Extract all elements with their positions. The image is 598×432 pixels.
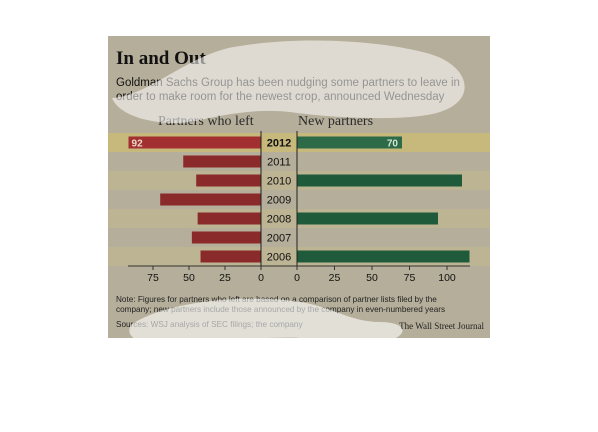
left-bar-2007 [191, 231, 261, 244]
data-label-right-2012: 70 [387, 139, 399, 150]
left-tick-label-0: 0 [258, 272, 264, 284]
source-line: Sources: WSJ analysis of SEC filings; th… [116, 320, 303, 329]
right-bar-2008 [297, 212, 438, 225]
right-bar-2012 [297, 136, 402, 149]
category-label-2008: 2008 [267, 214, 291, 226]
right-tick-label-0: 0 [294, 272, 300, 284]
right-tick-label-100: 100 [438, 272, 456, 284]
left-bar-2010 [196, 174, 261, 187]
left-bar-2011 [183, 155, 261, 168]
publisher-credit: The Wall Street Journal [399, 321, 484, 331]
data-label-left-2012: 92 [132, 139, 144, 150]
category-label-2006: 2006 [267, 252, 291, 264]
right-bar-2010 [297, 174, 462, 187]
category-label-2010: 2010 [267, 176, 291, 188]
left-tick-label-25: 25 [219, 272, 231, 284]
left-bar-2006 [200, 250, 261, 263]
category-label-2011: 2011 [267, 157, 291, 169]
right-tick-label-25: 25 [329, 272, 341, 284]
butterfly-bar-chart: 2012 92 70 2011 2010 2009 2008 2007 2006 75 50 25 0 0… [108, 131, 490, 284]
left-tick-label-75: 75 [147, 272, 159, 284]
right-bar-2006 [297, 250, 470, 263]
category-label-2012: 2012 [267, 138, 291, 150]
right-tick-label-75: 75 [404, 272, 416, 284]
chart-card: In and Out Goldman Sachs Group has been … [108, 36, 490, 338]
left-bar-2008 [197, 212, 261, 225]
category-label-2007: 2007 [267, 233, 291, 245]
left-tick-label-50: 50 [183, 272, 195, 284]
left-bar-2012 [128, 136, 261, 149]
category-label-2009: 2009 [267, 195, 291, 207]
right-tick-label-50: 50 [366, 272, 378, 284]
left-bar-2009 [160, 193, 261, 206]
footnote: Note: Figures for partners who left are … [116, 295, 446, 314]
